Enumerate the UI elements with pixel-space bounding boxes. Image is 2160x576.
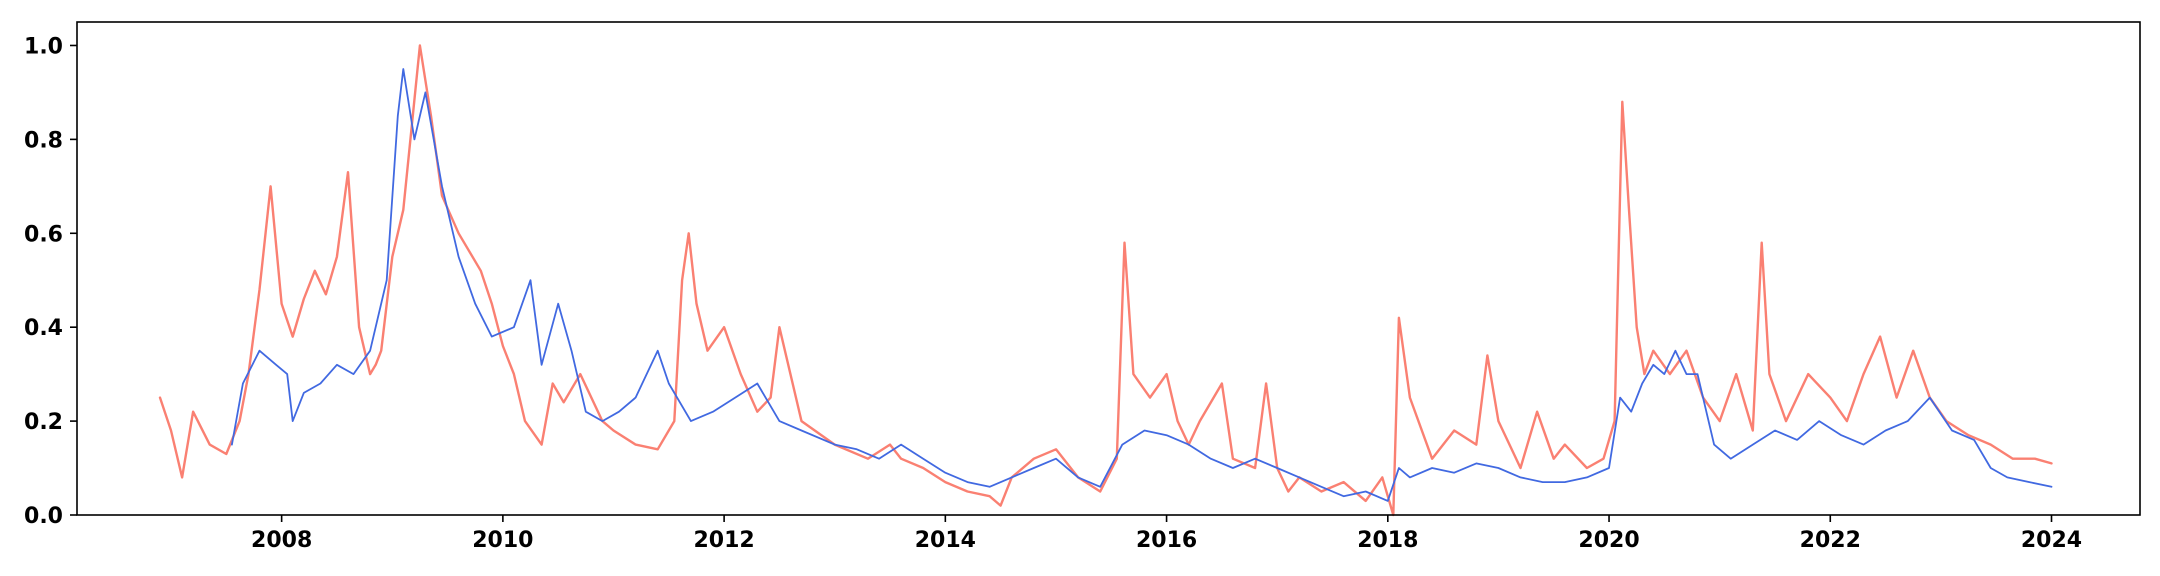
x-tick-label: 2020 — [1578, 528, 1639, 553]
y-tick-label: 0.4 — [24, 316, 63, 341]
x-tick-label: 2008 — [251, 528, 312, 553]
y-axis: 0.0 0.2 0.4 0.6 0.8 1.0 — [24, 34, 77, 529]
x-tick-label: 2022 — [1800, 528, 1861, 553]
x-tick-label: 2018 — [1357, 528, 1418, 553]
x-tick-label: 2016 — [1136, 528, 1197, 553]
y-tick-label: 0.2 — [24, 410, 63, 435]
x-tick-label: 2012 — [693, 528, 754, 553]
series-line-2 — [230, 68, 2053, 502]
y-tick-label: 0.8 — [24, 128, 63, 153]
plot-frame — [76, 21, 2141, 516]
x-tick-label: 2024 — [2021, 528, 2082, 553]
y-tick-label: 1.0 — [24, 34, 63, 59]
x-axis: 2008 2010 2012 2014 2016 2018 2020 2022 2024 — [251, 515, 2082, 553]
series-layer — [158, 44, 2053, 517]
x-tick-label: 2014 — [915, 528, 976, 553]
x-tick-label: 2010 — [472, 528, 533, 553]
y-tick-label: 0.6 — [24, 222, 63, 247]
series-line-1 — [158, 44, 2053, 517]
y-tick-label: 0.0 — [24, 504, 63, 529]
